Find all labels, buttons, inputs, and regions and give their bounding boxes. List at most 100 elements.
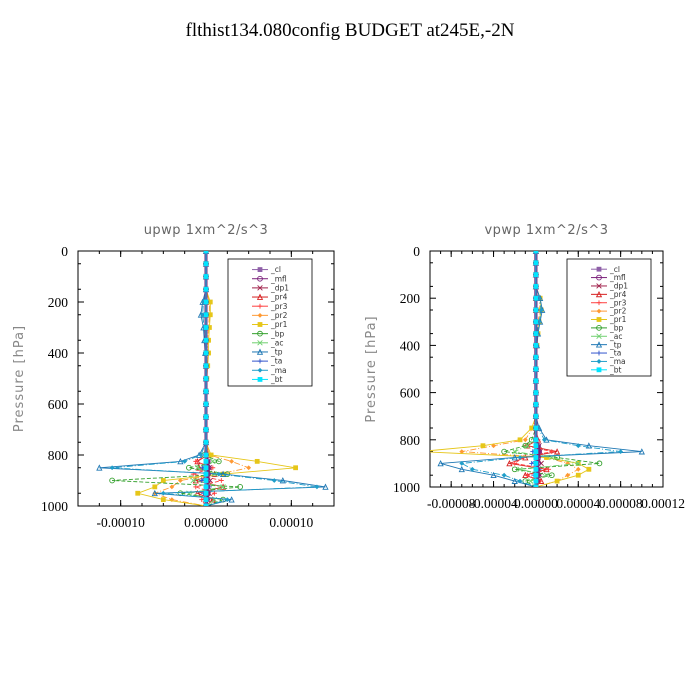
data-point (178, 478, 183, 483)
legend-box (566, 258, 652, 377)
data-point (517, 455, 523, 460)
data-point (533, 354, 539, 360)
legend-entry: _mfl (270, 274, 287, 283)
data-point (517, 437, 523, 443)
data-point (160, 478, 166, 483)
y-tick-label: 1000 (393, 480, 420, 495)
data-point (203, 337, 209, 343)
data-point (256, 293, 264, 300)
data-point (533, 402, 539, 407)
legend-entry: _ac (270, 338, 283, 347)
data-point (517, 466, 523, 473)
data-point (533, 307, 539, 313)
legend-entry: _mfl (609, 273, 626, 282)
data-point (186, 464, 192, 471)
data-point (257, 267, 263, 272)
data-point (257, 330, 263, 337)
data-point (529, 425, 535, 431)
data-point (533, 284, 539, 289)
data-point (517, 478, 523, 484)
series-line (430, 251, 590, 487)
data-point (203, 261, 209, 267)
x-tick-label: 0.00012 (641, 496, 685, 511)
data-point (553, 448, 561, 455)
data-point (207, 299, 213, 305)
data-point (638, 448, 645, 455)
chart-title: upwp 1xm^2/s^3 (144, 223, 269, 238)
data-point (575, 443, 581, 449)
data-point (533, 461, 539, 466)
data-point (203, 251, 209, 254)
data-point (511, 454, 518, 461)
data-point (200, 312, 205, 318)
y-tick-label: 0 (61, 244, 68, 259)
data-point (595, 290, 603, 298)
legend-entry: _bt (609, 365, 622, 374)
legend-entry: _cl (270, 265, 281, 274)
legend-entry: _ta (270, 357, 282, 366)
data-point (554, 478, 560, 484)
data-point (595, 341, 603, 348)
data-point (533, 390, 539, 395)
data-point (199, 497, 205, 503)
data-point (203, 312, 209, 318)
legend-entry: _bt (270, 375, 283, 384)
legend-entry: _ta (609, 349, 621, 358)
data-point (575, 460, 581, 467)
legend-entry: _ma (609, 357, 626, 366)
data-point (207, 312, 213, 318)
data-point (596, 308, 602, 314)
data-point (586, 466, 592, 472)
data-point (199, 478, 205, 483)
series-bt (203, 251, 209, 506)
series-line (461, 251, 580, 487)
data-point (322, 483, 329, 490)
x-tick-label: -0.00004 (469, 496, 518, 511)
plot-area (96, 251, 329, 506)
data-point (458, 465, 465, 473)
legend-entry: _bp (609, 323, 624, 332)
data-point (257, 340, 263, 346)
data-point (596, 333, 602, 339)
legend-entry: _cl (609, 265, 620, 274)
data-point (203, 439, 209, 445)
data-point (203, 299, 209, 305)
data-point (210, 458, 216, 465)
legend: _cl_mfl_dp1_pr4_pr3_pr2_pr1_bp_ac_tp_ta_… (566, 258, 652, 377)
data-point (596, 359, 602, 364)
data-point (229, 458, 234, 464)
data-point (203, 427, 209, 432)
data-point (203, 478, 209, 483)
data-point (533, 319, 539, 325)
legend-entry: _pr1 (270, 320, 288, 329)
data-point (548, 472, 555, 479)
plot-area (430, 251, 645, 487)
page-title: flthist134.080config BUDGET at245E,-2N (185, 20, 515, 41)
data-point (543, 472, 550, 478)
data-point (544, 455, 549, 460)
data-point (109, 477, 115, 484)
data-point (575, 472, 581, 478)
data-point (512, 448, 518, 455)
data-point (533, 331, 539, 336)
data-point (237, 484, 243, 490)
data-point (533, 437, 539, 443)
data-point (506, 459, 513, 467)
legend-entry: _tp (270, 348, 283, 357)
data-point (257, 358, 263, 364)
data-point (533, 343, 539, 348)
data-point (512, 461, 518, 466)
data-point (228, 496, 235, 503)
data-point (203, 471, 209, 477)
x-tick-label: 0.00004 (556, 496, 600, 511)
chart-panel-1: upwp 1xm^2/s^3 Pressure [hPa] 0 200 400 600 80… (12, 223, 335, 530)
series-line (112, 251, 241, 506)
data-point (257, 303, 263, 309)
data-point (596, 460, 603, 467)
y-tick-label: 1000 (41, 499, 68, 514)
data-point (596, 266, 602, 272)
legend-entry: _pr2 (270, 311, 288, 320)
data-point (219, 470, 227, 477)
data-point (527, 478, 534, 484)
